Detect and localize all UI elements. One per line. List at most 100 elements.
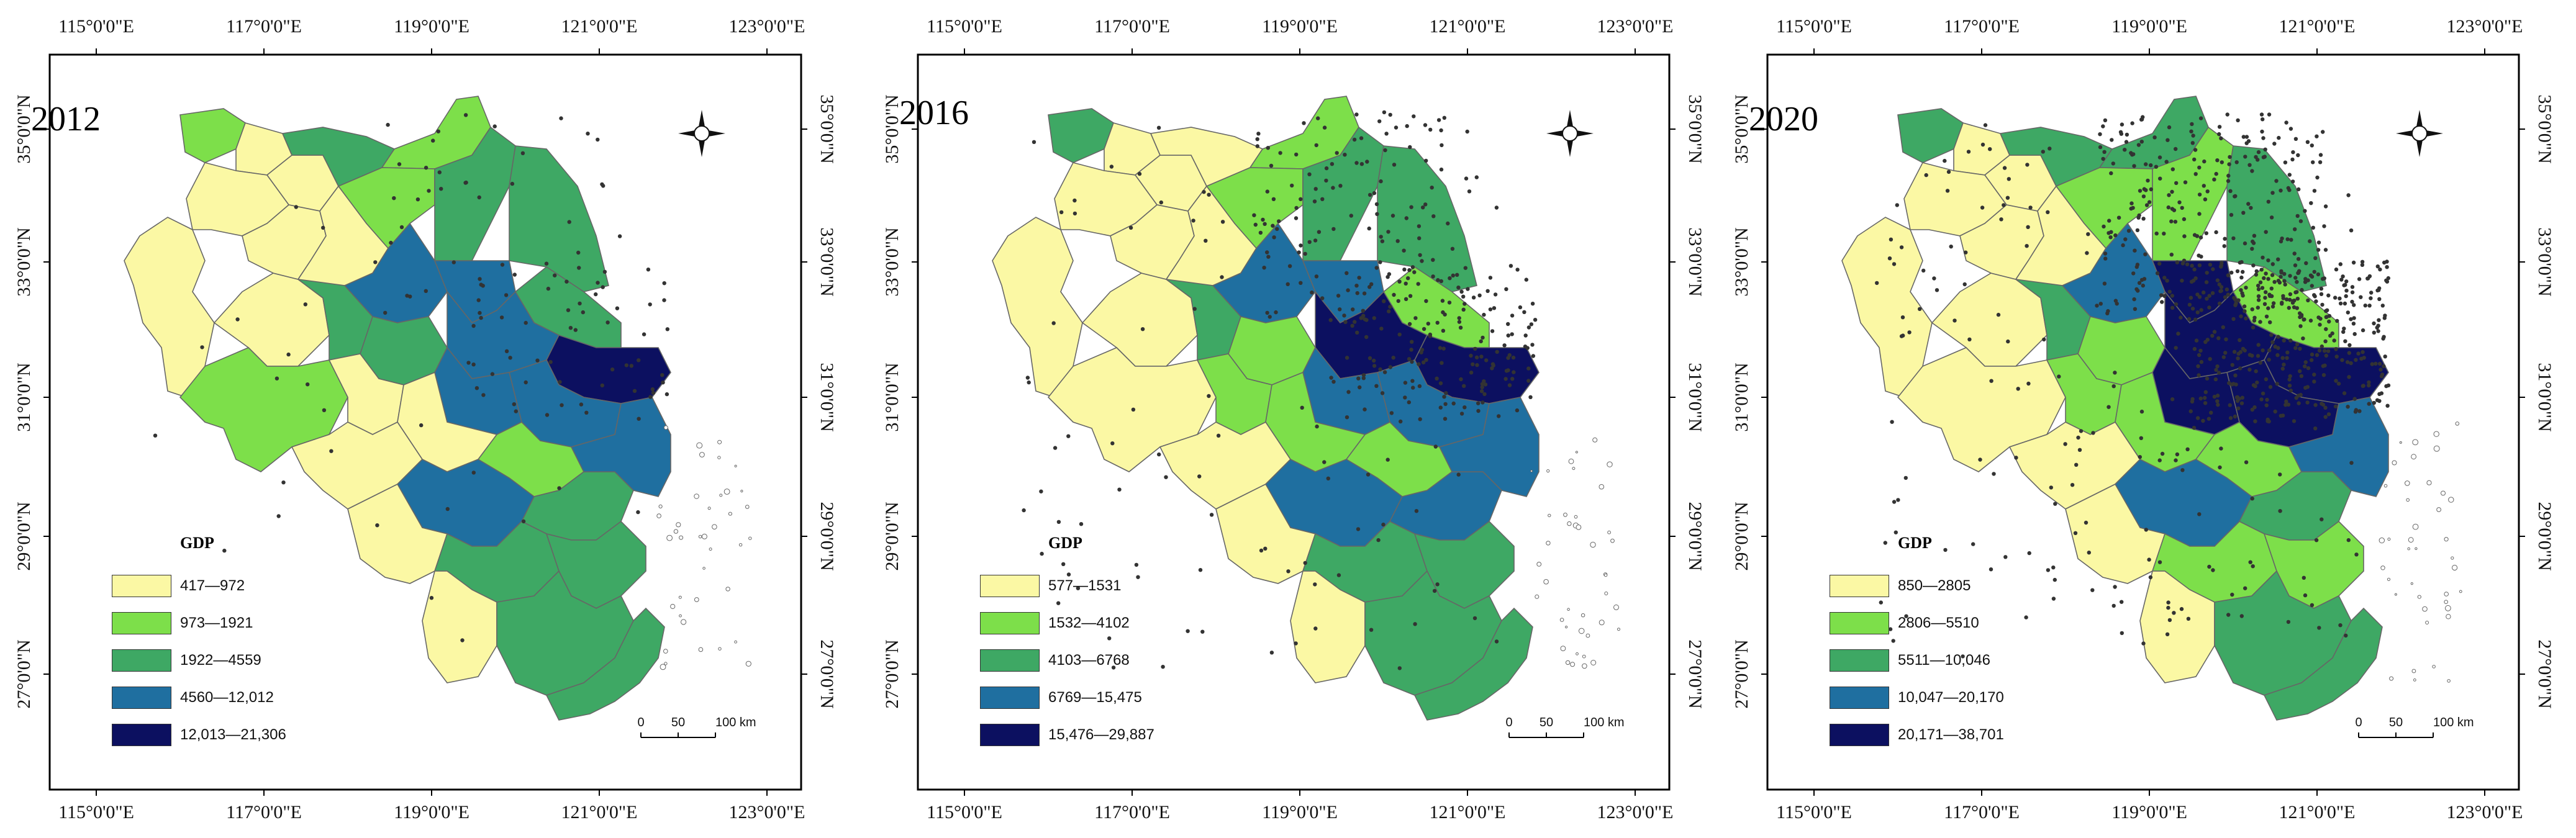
- point-marker: [1439, 279, 1443, 284]
- region-ne1: [2226, 145, 2327, 292]
- island: [1575, 451, 1578, 454]
- island: [2445, 605, 2451, 611]
- island: [1590, 660, 1597, 665]
- point-marker: [373, 260, 378, 264]
- point-marker: [2260, 286, 2265, 290]
- point-marker: [2352, 316, 2356, 320]
- point-marker: [2386, 276, 2390, 281]
- lon-label-bottom: 119°0'0"E: [2111, 802, 2187, 822]
- point-marker: [2250, 246, 2254, 251]
- region-s9: [1413, 607, 1533, 721]
- point-marker: [2052, 577, 2057, 582]
- point-marker: [1435, 376, 1439, 381]
- point-marker: [2251, 383, 2256, 387]
- point-marker: [601, 184, 605, 188]
- point-marker: [2276, 257, 2280, 261]
- point-marker: [2134, 287, 2139, 292]
- point-marker: [1259, 548, 1264, 553]
- point-marker: [2250, 353, 2254, 358]
- point-marker: [2288, 338, 2293, 343]
- point-marker: [2258, 320, 2262, 324]
- point-marker: [2180, 278, 2184, 283]
- point-marker: [2197, 192, 2202, 197]
- point-marker: [1422, 327, 1426, 331]
- point-marker: [1192, 307, 1197, 311]
- point-marker: [1107, 636, 1112, 641]
- point-marker: [424, 166, 429, 170]
- point-marker: [1461, 294, 1466, 299]
- point-marker: [2187, 317, 2192, 322]
- lon-label-bottom: 123°0'0"E: [1597, 802, 1674, 822]
- point-marker: [1482, 379, 1486, 384]
- point-marker: [2295, 280, 2299, 284]
- point-marker: [600, 383, 604, 388]
- point-marker: [1265, 189, 1269, 194]
- point-marker: [1331, 186, 1335, 190]
- point-marker: [632, 389, 637, 393]
- point-marker: [2284, 399, 2288, 403]
- point-marker: [2203, 395, 2207, 400]
- point-marker: [1531, 354, 1536, 358]
- point-marker: [2197, 212, 2202, 216]
- point-marker: [375, 523, 379, 528]
- point-marker: [1494, 639, 1499, 644]
- point-marker: [2230, 363, 2234, 367]
- point-marker: [281, 480, 286, 485]
- point-marker: [1364, 318, 1369, 322]
- point-marker: [1440, 361, 1444, 365]
- point-marker: [431, 138, 435, 143]
- point-marker: [2226, 273, 2231, 277]
- scale-label-zero: 0: [1505, 716, 1512, 729]
- point-marker: [1522, 310, 1526, 314]
- legend-swatch: [112, 612, 171, 634]
- point-marker: [2074, 462, 2079, 467]
- point-marker: [2303, 593, 2308, 598]
- legend-swatch: [1830, 575, 1889, 597]
- point-marker: [2357, 409, 2362, 413]
- island: [2387, 538, 2391, 541]
- point-marker: [2340, 358, 2344, 363]
- point-marker: [2282, 363, 2286, 367]
- point-marker: [2363, 304, 2367, 308]
- point-marker: [2231, 317, 2236, 322]
- point-marker: [2218, 289, 2223, 294]
- point-marker: [2357, 277, 2362, 281]
- island: [681, 619, 687, 625]
- point-marker: [2143, 252, 2147, 256]
- point-marker: [2351, 322, 2356, 326]
- point-marker: [1369, 282, 1374, 286]
- island: [1604, 592, 1608, 595]
- point-marker: [2279, 270, 2283, 275]
- point-marker: [2295, 306, 2299, 310]
- point-marker: [2191, 278, 2196, 283]
- point-marker: [1479, 339, 1483, 343]
- point-marker: [1365, 160, 1369, 164]
- point-marker: [2334, 267, 2339, 272]
- point-marker: [1451, 273, 1455, 277]
- point-marker: [1443, 312, 1447, 317]
- island: [1572, 467, 1576, 471]
- point-layer: [1022, 110, 1538, 670]
- point-marker: [1476, 408, 1481, 413]
- point-marker: [1336, 573, 1341, 577]
- point-marker: [383, 310, 388, 315]
- point-marker: [1317, 230, 1322, 234]
- point-marker: [1134, 562, 1139, 567]
- point-marker: [1446, 221, 1450, 226]
- point-marker: [235, 317, 240, 322]
- point-marker: [2235, 399, 2240, 403]
- point-marker: [2129, 151, 2133, 155]
- island: [1617, 628, 1620, 631]
- point-marker: [2285, 356, 2289, 360]
- point-marker: [2183, 180, 2188, 184]
- point-marker: [2170, 397, 2175, 402]
- point-marker: [1128, 225, 1133, 230]
- point-marker: [2343, 339, 2347, 343]
- island: [2444, 537, 2449, 542]
- island: [1565, 626, 1568, 629]
- point-marker: [2111, 384, 2116, 389]
- point-marker: [2195, 292, 2200, 297]
- point-marker: [1945, 189, 1950, 193]
- point-marker: [1440, 143, 1444, 148]
- point-marker: [2298, 346, 2302, 351]
